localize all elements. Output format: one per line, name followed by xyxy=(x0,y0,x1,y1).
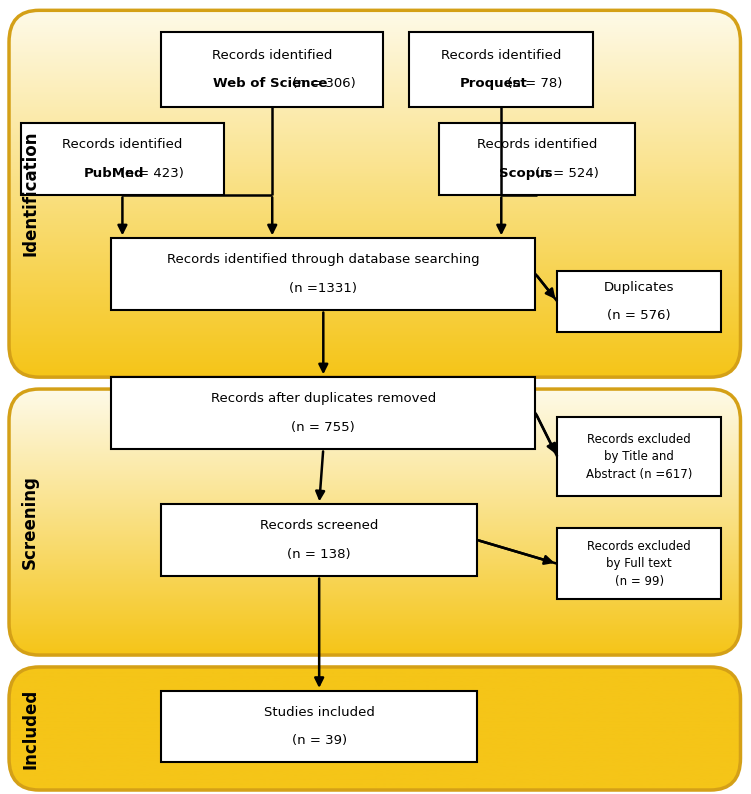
Text: Records identified through database searching: Records identified through database sear… xyxy=(167,253,480,266)
Text: PubMed: PubMed xyxy=(84,167,145,179)
Text: Records excluded: Records excluded xyxy=(587,540,691,553)
Text: Screening: Screening xyxy=(21,475,39,569)
FancyBboxPatch shape xyxy=(557,271,721,332)
FancyBboxPatch shape xyxy=(161,32,383,107)
Text: (n = 524): (n = 524) xyxy=(531,167,599,179)
Text: (n = 306): (n = 306) xyxy=(288,77,355,91)
Text: Records identified: Records identified xyxy=(441,48,562,62)
Text: (n = 576): (n = 576) xyxy=(608,309,671,322)
Text: (n = 99): (n = 99) xyxy=(614,575,664,588)
Text: Scopus: Scopus xyxy=(499,167,553,179)
FancyBboxPatch shape xyxy=(161,504,477,576)
Text: Records after duplicates removed: Records after duplicates removed xyxy=(211,392,436,405)
Text: (n = 755): (n = 755) xyxy=(291,421,355,434)
Text: Records identified: Records identified xyxy=(212,48,333,62)
Text: (n = 138): (n = 138) xyxy=(288,548,351,561)
Text: Records screened: Records screened xyxy=(260,519,379,532)
Text: Identification: Identification xyxy=(21,131,39,256)
FancyBboxPatch shape xyxy=(21,123,224,195)
Text: Included: Included xyxy=(21,688,39,769)
Text: Abstract (n =617): Abstract (n =617) xyxy=(586,468,692,480)
Text: (n = 39): (n = 39) xyxy=(291,734,347,747)
Text: Records identified: Records identified xyxy=(62,138,182,151)
FancyBboxPatch shape xyxy=(111,377,535,449)
Text: (n = 423): (n = 423) xyxy=(116,167,184,179)
Text: (n = 78): (n = 78) xyxy=(502,77,562,91)
Text: Proquest: Proquest xyxy=(460,77,528,91)
FancyBboxPatch shape xyxy=(409,32,593,107)
Text: Web of Science: Web of Science xyxy=(213,77,327,91)
Text: by Full text: by Full text xyxy=(606,557,672,570)
FancyBboxPatch shape xyxy=(161,691,477,762)
Text: Records excluded: Records excluded xyxy=(587,433,691,445)
FancyBboxPatch shape xyxy=(111,238,535,310)
Text: by Title and: by Title and xyxy=(604,450,674,463)
Text: Records identified: Records identified xyxy=(477,138,597,151)
FancyBboxPatch shape xyxy=(557,417,721,496)
Text: (n =1331): (n =1331) xyxy=(289,282,357,295)
FancyBboxPatch shape xyxy=(557,528,721,599)
Text: Studies included: Studies included xyxy=(264,706,375,719)
Text: Duplicates: Duplicates xyxy=(604,280,674,294)
FancyBboxPatch shape xyxy=(439,123,635,195)
